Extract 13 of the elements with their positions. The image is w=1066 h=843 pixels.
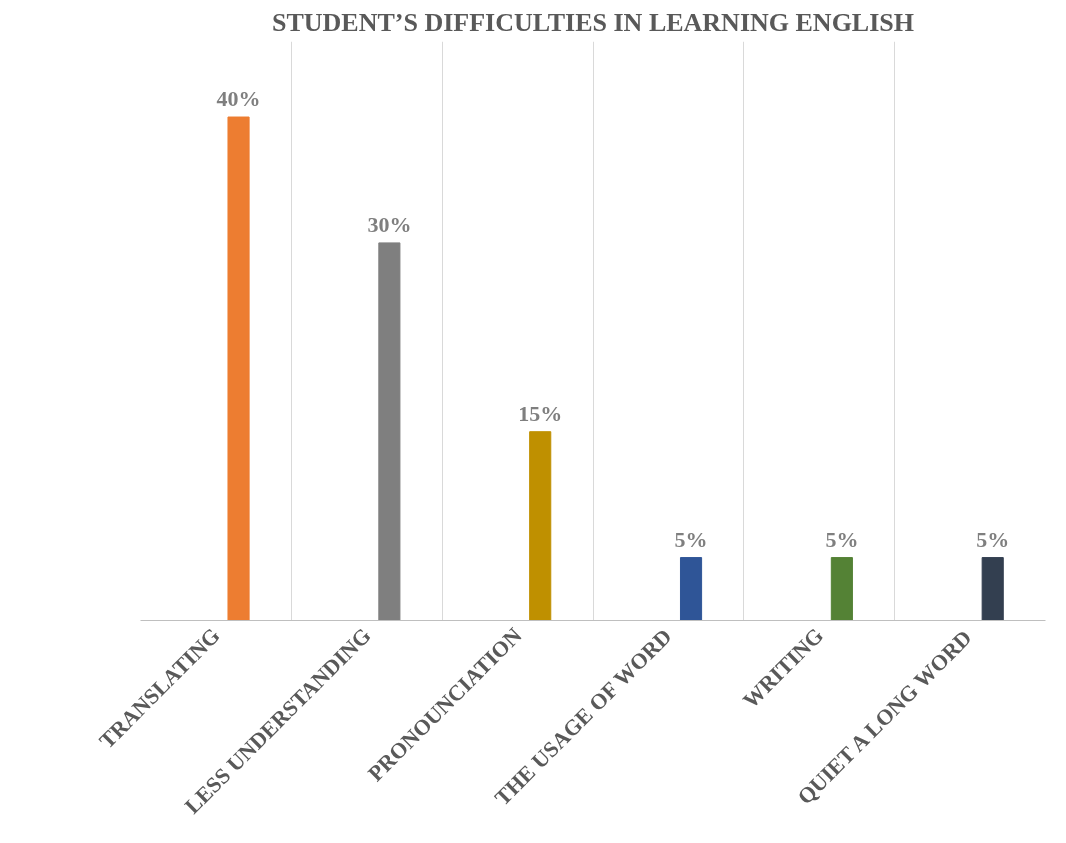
data-label: 5% bbox=[674, 526, 708, 552]
data-label: 5% bbox=[976, 526, 1010, 552]
bar bbox=[378, 242, 401, 621]
bar bbox=[981, 557, 1004, 621]
data-label: 5% bbox=[825, 526, 859, 552]
data-label: 30% bbox=[367, 211, 412, 237]
data-label: 40% bbox=[216, 86, 261, 112]
bar bbox=[529, 431, 552, 621]
bar bbox=[227, 116, 250, 621]
chart-title: STUDENT’S DIFFICULTIES IN LEARNING ENGLISH bbox=[272, 7, 915, 37]
bar bbox=[830, 557, 853, 621]
data-label: 15% bbox=[518, 400, 563, 426]
bar bbox=[679, 557, 703, 621]
